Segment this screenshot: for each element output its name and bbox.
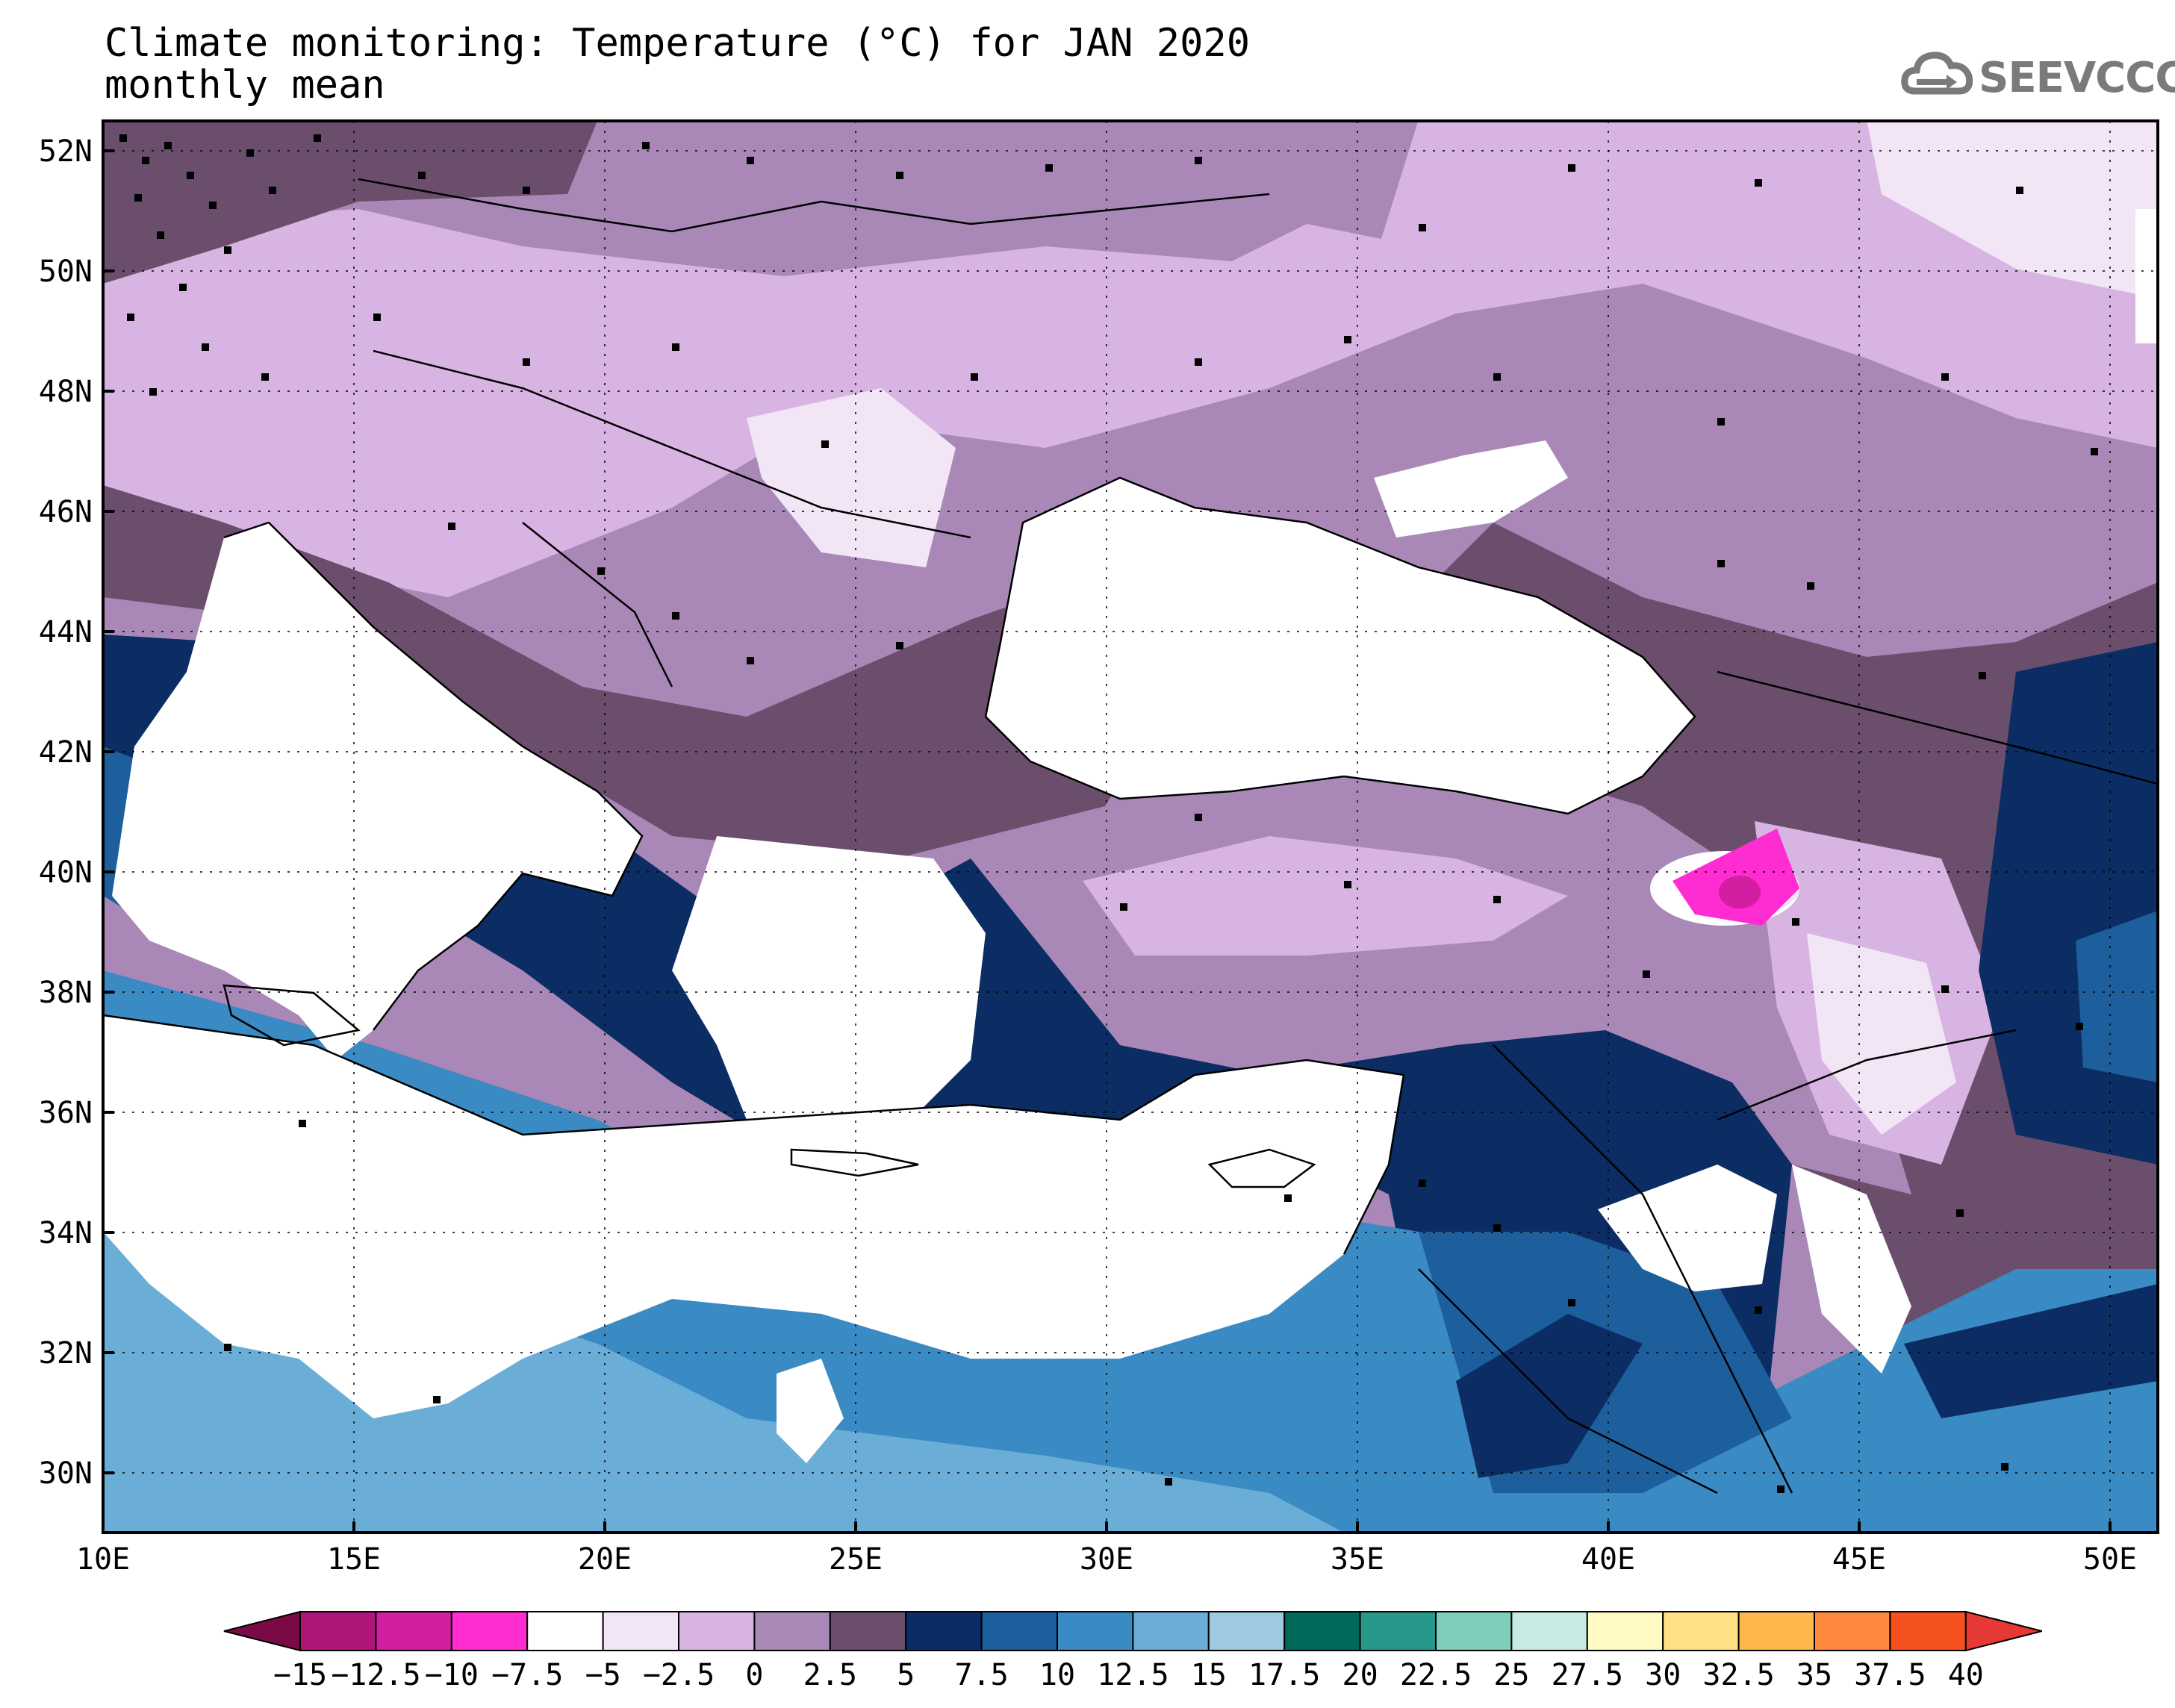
colorbar-label: 17.5 <box>1248 1658 1320 1692</box>
colorbar-swatch <box>526 1611 604 1651</box>
lon-tick-label: 35E <box>1331 1542 1384 1577</box>
colorbar-swatch <box>375 1611 452 1651</box>
seevccc-logo: SEEVCCC <box>1900 45 2175 112</box>
colorbar-label: −10 <box>425 1658 479 1692</box>
colorbar-swatch <box>1283 1611 1361 1651</box>
colorbar-arrow-left <box>223 1610 301 1652</box>
title-line-1: Climate monitoring: Temperature (°C) for… <box>105 21 1251 66</box>
colorbar-label: 15 <box>1191 1658 1227 1692</box>
colorbar-label: 37.5 <box>1854 1658 1926 1692</box>
colorbar-label: 40 <box>1948 1658 1984 1692</box>
colorbar-swatch <box>1359 1611 1437 1651</box>
lat-tick-label: 46N <box>39 495 93 529</box>
lon-tick-label: 10E <box>76 1542 130 1577</box>
colorbar-label: 32.5 <box>1702 1658 1774 1692</box>
station-markers <box>119 134 2098 1493</box>
lon-tick-label: 50E <box>2083 1542 2137 1577</box>
lat-tick-label: 50N <box>39 255 93 289</box>
colorbar-label: 2.5 <box>803 1658 857 1692</box>
lat-tick-label: 44N <box>39 615 93 649</box>
colorbar-label: 22.5 <box>1400 1658 1472 1692</box>
colorbar-label: 5 <box>897 1658 915 1692</box>
colorbar-arrow-right <box>1964 1610 2043 1652</box>
logo-text: SEEVCCC <box>1979 54 2175 102</box>
cloud-icon <box>1901 52 1973 95</box>
colorbar-swatch <box>1737 1611 1816 1651</box>
colorbar-swatch <box>1435 1611 1513 1651</box>
colorbar-label: 7.5 <box>954 1658 1008 1692</box>
colorbar-swatch <box>1889 1611 1967 1651</box>
colorbar-label: −12.5 <box>331 1658 420 1692</box>
colorbar-label: 30 <box>1645 1658 1681 1692</box>
colorbar-label: −15 <box>273 1658 327 1692</box>
lat-tick-label: 52N <box>39 134 93 169</box>
lat-tick-label: 32N <box>39 1336 93 1371</box>
colorbar-label: −5 <box>585 1658 621 1692</box>
lat-tick-label: 48N <box>39 375 93 409</box>
title-line-2: monthly mean <box>105 63 385 107</box>
colorbar-label: 25 <box>1493 1658 1529 1692</box>
colorbar-swatch <box>1814 1611 1891 1651</box>
lat-tick-label: 42N <box>39 735 93 770</box>
colorbar-label: −2.5 <box>643 1658 715 1692</box>
colorbar-swatch <box>1207 1611 1286 1651</box>
lat-tick-label: 34N <box>39 1216 93 1250</box>
colorbar-swatch <box>1662 1611 1740 1651</box>
gridlines <box>103 121 2158 1533</box>
colorbar: −15 −12.5 −10 −7.5 −5 −2.5 0 2.5 5 7.5 10 12.5 15 17.… <box>223 1610 2043 1692</box>
colorbar-swatch <box>1586 1611 1664 1651</box>
lat-tick-labels: 52N 50N 48N 46N 44N 42N 40N 38N 36N 34N … <box>39 134 93 1491</box>
lon-tick-label: 25E <box>829 1542 883 1577</box>
lon-tick-label: 20E <box>578 1542 632 1577</box>
map-field <box>103 121 2158 1533</box>
colorbar-swatch <box>678 1611 756 1651</box>
colorbar-swatch <box>1510 1611 1588 1651</box>
colorbar-label: 0 <box>745 1658 763 1692</box>
colorbar-label: 20 <box>1342 1658 1378 1692</box>
colorbar-swatch <box>829 1611 907 1651</box>
colorbar-label: −7.5 <box>491 1658 563 1692</box>
lon-tick-label: 40E <box>1581 1542 1635 1577</box>
map-title: Climate monitoring: Temperature (°C) for… <box>105 22 1250 106</box>
lon-tick-label: 45E <box>1832 1542 1886 1577</box>
colorbar-swatch <box>1057 1611 1134 1651</box>
colorbar-swatch <box>602 1611 679 1651</box>
colorbar-swatch <box>450 1611 529 1651</box>
colorbar-label: 35 <box>1796 1658 1832 1692</box>
lon-tick-label: 15E <box>327 1542 381 1577</box>
lat-tick-label: 40N <box>39 855 93 890</box>
colorbar-label: 10 <box>1039 1658 1075 1692</box>
colorbar-label: 27.5 <box>1552 1658 1623 1692</box>
lon-tick-labels: 10E 15E 20E 25E 30E 35E 40E 45E 50E <box>76 1542 2137 1577</box>
axis-ticks <box>102 149 2112 1533</box>
colorbar-swatch <box>1132 1611 1210 1651</box>
lat-tick-label: 38N <box>39 976 93 1010</box>
colorbar-swatch <box>753 1611 831 1651</box>
colorbar-swatch <box>905 1611 983 1651</box>
lon-tick-label: 30E <box>1080 1542 1133 1577</box>
coastlines <box>103 178 2158 1494</box>
lat-tick-label: 30N <box>39 1456 93 1491</box>
colorbar-label: 12.5 <box>1097 1658 1169 1692</box>
colorbar-swatch <box>299 1611 377 1651</box>
map-frame <box>102 119 2159 1534</box>
colorbar-swatch <box>980 1611 1058 1651</box>
lat-tick-label: 36N <box>39 1096 93 1130</box>
